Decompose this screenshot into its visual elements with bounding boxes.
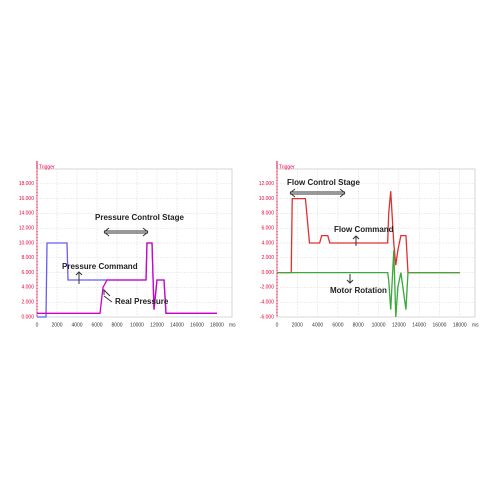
x-unit: ms	[472, 322, 479, 328]
x-tick-label: 0	[36, 322, 39, 328]
y-tick-label: 4.000	[21, 285, 34, 291]
y-tick-label: 18.000	[19, 181, 35, 187]
y-tick-label: 12.000	[259, 181, 275, 187]
x-tick-label: 10000	[372, 322, 386, 328]
y-tick-label: -2.000	[260, 285, 274, 291]
x-tick-label: 8000	[111, 322, 122, 328]
x-tick-label: 4000	[312, 322, 323, 328]
y-tick-label: 10.000	[259, 196, 275, 202]
y-tick-label: 8.000	[21, 255, 34, 261]
x-tick-label: 0	[276, 322, 279, 328]
x-tick-label: 10000	[130, 322, 144, 328]
annotation: Pressure Command	[62, 262, 138, 271]
x-tick-label: 4000	[71, 322, 82, 328]
x-tick-label: 16000	[190, 322, 204, 328]
x-tick-label: 2000	[51, 322, 62, 328]
y-tick-label: 8.000	[261, 211, 274, 217]
x-tick-label: 12000	[150, 322, 164, 328]
y-tick-label: 4.000	[261, 240, 274, 246]
y-tick-label: 6.000	[21, 270, 34, 276]
x-tick-label: 2000	[292, 322, 303, 328]
trigger-label: Trigger	[39, 164, 55, 170]
x-tick-label: 8000	[353, 322, 364, 328]
x-tick-label: 18000	[453, 322, 467, 328]
x-tick-label: 18000	[210, 322, 224, 328]
y-tick-label: -4.000	[260, 300, 274, 306]
arrows	[75, 188, 360, 303]
x-tick-label: 16000	[433, 322, 447, 328]
y-tick-label: 6.000	[261, 226, 274, 232]
y-tick-label: 0.000	[21, 314, 34, 320]
annotation: Flow Command	[334, 225, 394, 234]
series-line	[277, 250, 460, 318]
y-tick-label: 14.000	[19, 211, 35, 217]
series-line	[37, 242, 217, 314]
x-unit: ms	[229, 322, 236, 328]
y-tick-label: 2.000	[21, 300, 34, 306]
x-tick-label: 14000	[412, 322, 426, 328]
series-line	[277, 191, 460, 274]
x-tick-label: 6000	[91, 322, 102, 328]
annotation: Real Pressure	[115, 297, 169, 306]
x-tick-label: 12000	[392, 322, 406, 328]
annotation: Motor Rotation	[330, 286, 387, 295]
x-tick-label: 14000	[170, 322, 184, 328]
y-tick-label: -6.000	[260, 314, 274, 320]
y-tick-label: 2.000	[261, 255, 274, 261]
x-tick-label: 6000	[332, 322, 343, 328]
trigger-label: Trigger	[279, 164, 295, 170]
y-tick-label: 0.000	[261, 270, 274, 276]
y-tick-label: 12.000	[19, 226, 35, 232]
y-tick-label: 16.000	[19, 196, 35, 202]
annotation: Pressure Control Stage	[95, 213, 184, 222]
annotation: Flow Control Stage	[287, 178, 360, 187]
y-tick-label: 10.000	[19, 240, 35, 246]
